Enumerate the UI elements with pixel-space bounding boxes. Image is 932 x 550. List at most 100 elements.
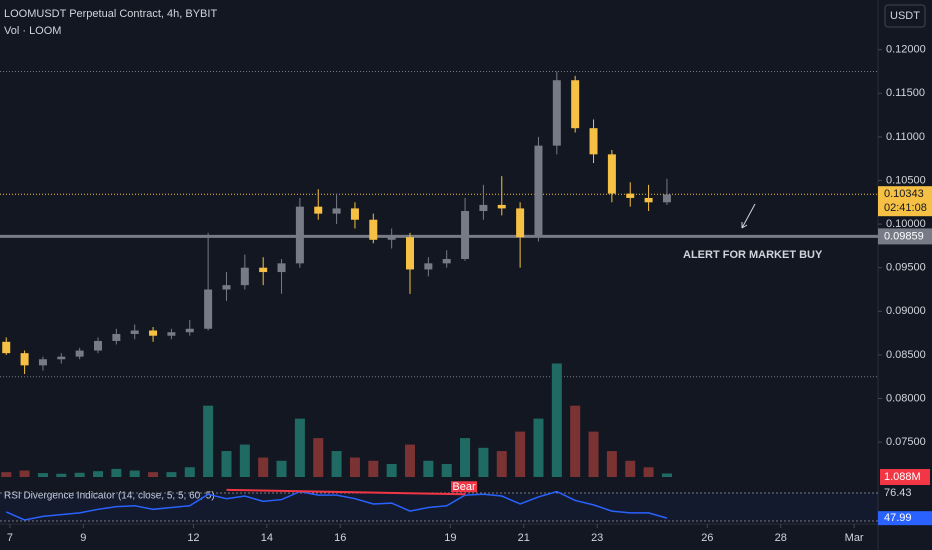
divergence-line bbox=[226, 488, 466, 496]
rsi-level-label: 76.43 bbox=[884, 487, 912, 499]
volume-bar bbox=[184, 467, 195, 477]
y-tick-label: 0.11000 bbox=[886, 131, 925, 143]
volume-bar bbox=[37, 473, 48, 477]
rsi-title: RSI Divergence Indicator (14, close, 5, … bbox=[4, 491, 215, 502]
price-label: 0.10343 bbox=[884, 188, 924, 200]
x-tick-label: Mar bbox=[845, 532, 864, 544]
candle-body bbox=[424, 263, 433, 270]
volume-bar bbox=[533, 418, 544, 477]
candle-body bbox=[350, 208, 359, 220]
divergence-label-bg bbox=[451, 481, 478, 493]
y-tick-label: 0.09500 bbox=[886, 262, 926, 274]
volume-bar bbox=[129, 470, 140, 477]
candle-body bbox=[277, 263, 286, 273]
volume-bar bbox=[478, 447, 489, 477]
y-tick-label: 0.10500 bbox=[886, 174, 926, 186]
volume-bar bbox=[386, 464, 397, 477]
alert-label-bg bbox=[878, 228, 932, 245]
volume-bar bbox=[239, 444, 250, 477]
x-tick-label: 16 bbox=[334, 532, 346, 544]
volume-title: Vol · LOOM bbox=[4, 25, 61, 37]
candle-body bbox=[332, 208, 341, 214]
currency-button[interactable] bbox=[884, 4, 926, 28]
candle-body bbox=[240, 267, 249, 286]
candle-body bbox=[167, 332, 176, 336]
volume-bar bbox=[551, 363, 562, 477]
candle-body bbox=[75, 350, 84, 357]
volume-bar bbox=[606, 451, 617, 477]
volume-bar bbox=[276, 460, 287, 477]
arrow-head bbox=[741, 222, 748, 229]
candle-body bbox=[589, 128, 598, 155]
volume-bar bbox=[661, 473, 672, 477]
volume-bar bbox=[496, 451, 507, 477]
candle-body bbox=[479, 204, 488, 212]
candle-body bbox=[461, 211, 470, 259]
volume-bar bbox=[625, 460, 636, 477]
candle-body bbox=[662, 194, 671, 203]
volume-bar bbox=[221, 451, 232, 477]
volume-bar bbox=[166, 472, 177, 477]
rsi-current-bg bbox=[878, 511, 932, 526]
volume-bar bbox=[93, 471, 104, 477]
volume-bar bbox=[56, 473, 67, 477]
x-tick-label: 12 bbox=[187, 532, 199, 544]
currency[interactable]: USDT bbox=[890, 10, 920, 22]
x-tick-label: 21 bbox=[518, 532, 530, 544]
y-tick-label: 0.10000 bbox=[886, 218, 926, 230]
volume-bar bbox=[331, 451, 342, 477]
volume-bar bbox=[441, 464, 452, 477]
candle-body bbox=[626, 193, 635, 198]
x-tick-label: 7 bbox=[7, 532, 13, 544]
candle-body bbox=[516, 208, 525, 238]
candle-body bbox=[57, 356, 66, 360]
alert-label: 0.09859 bbox=[884, 230, 924, 242]
volume-bar bbox=[570, 405, 581, 477]
volume-bar bbox=[294, 418, 305, 477]
annotation: ALERT FOR MARKET BUY bbox=[683, 249, 823, 261]
volume-bar bbox=[405, 444, 416, 477]
candle-body bbox=[2, 341, 11, 354]
candle-body bbox=[112, 333, 121, 341]
candle-body bbox=[387, 237, 396, 240]
candle-body bbox=[259, 267, 268, 273]
candle-body bbox=[38, 359, 47, 366]
x-tick-label: 9 bbox=[80, 532, 86, 544]
x-tick-label: 19 bbox=[444, 532, 456, 544]
candle-body bbox=[94, 340, 103, 351]
volume-bar bbox=[203, 405, 214, 477]
price-label-bg bbox=[878, 186, 932, 217]
y-tick-label: 0.07500 bbox=[886, 436, 926, 448]
candle-body bbox=[149, 330, 158, 336]
y-tick-label: 0.08500 bbox=[886, 349, 926, 361]
candle-body bbox=[534, 145, 543, 238]
volume-bar bbox=[148, 472, 159, 477]
candle-body bbox=[314, 206, 323, 214]
candle-body bbox=[442, 258, 451, 264]
countdown: 02:41:08 bbox=[884, 202, 927, 214]
x-tick-label: 26 bbox=[701, 532, 713, 544]
volume-bar bbox=[460, 438, 471, 477]
candle-body bbox=[295, 206, 304, 264]
volume-bar bbox=[313, 438, 324, 477]
y-tick-label: 0.11500 bbox=[886, 87, 925, 99]
volume-bar bbox=[111, 468, 122, 477]
x-tick-label: 28 bbox=[775, 532, 787, 544]
volume-bar bbox=[515, 431, 526, 477]
arrow bbox=[741, 203, 756, 229]
candle-body bbox=[552, 80, 561, 146]
volume-bar bbox=[368, 460, 379, 477]
candle-body bbox=[130, 330, 139, 334]
chart-title: LOOMUSDT Perpetual Contract, 4h, BYBIT bbox=[4, 8, 217, 20]
candle-body bbox=[20, 353, 29, 366]
divergence-label: Bear bbox=[452, 481, 476, 493]
candle-body bbox=[644, 197, 653, 203]
candle-body bbox=[497, 204, 506, 209]
y-tick-label: 0.09000 bbox=[886, 305, 926, 317]
y-tick-label: 0.12000 bbox=[886, 44, 926, 56]
volume-bar bbox=[588, 431, 599, 477]
volume-label: 1.088M bbox=[884, 471, 921, 483]
volume-bar bbox=[74, 472, 85, 477]
